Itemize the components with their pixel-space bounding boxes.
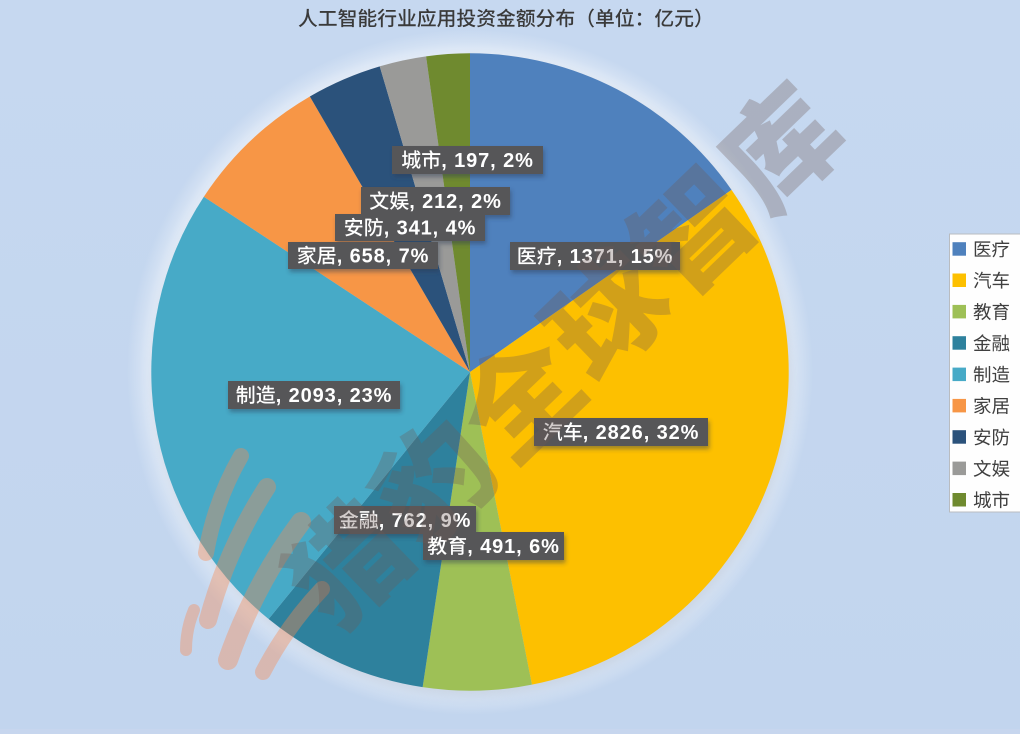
svg-text:, 341, 4%: , 341, 4% [384, 218, 477, 240]
svg-text:, 2826, 32%: , 2826, 32% [583, 422, 700, 444]
svg-text:, 491, 6%: , 491, 6% [467, 536, 560, 558]
svg-text:, 658, 7%: , 658, 7% [337, 246, 430, 268]
svg-text:, 197, 2%: , 197, 2% [441, 150, 534, 172]
svg-text:, 212, 2%: , 212, 2% [409, 191, 502, 213]
svg-text:, 2093, 23%: , 2093, 23% [276, 385, 393, 407]
